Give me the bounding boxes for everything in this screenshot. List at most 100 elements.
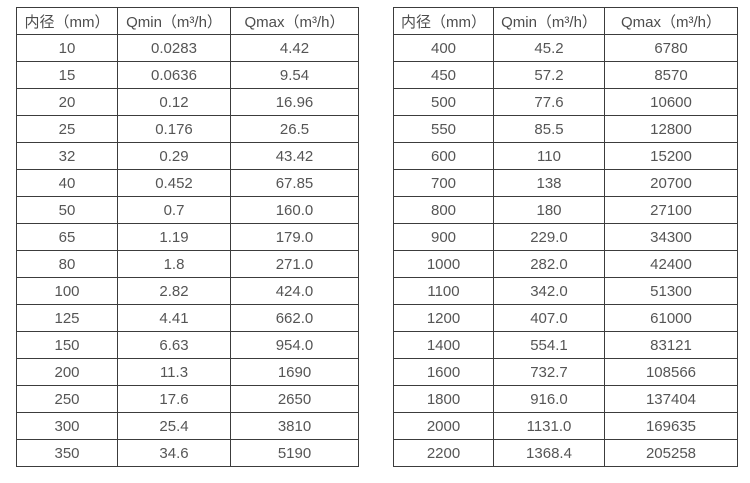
table-cell: 0.0283	[117, 34, 231, 62]
flow-table-large-diameters: 内径（mm） Qmin（m³/h） Qmax（m³/h） 400 45.2 6780…	[393, 7, 738, 467]
table-row: 40 0.452 67.85	[16, 169, 359, 197]
table-row: 450 57.2 8570	[393, 61, 738, 89]
table-cell: 9.54	[230, 61, 359, 89]
header-diameter: 内径（mm）	[393, 7, 494, 35]
table-row: 10 0.0283 4.42	[16, 34, 359, 62]
table-cell: 0.29	[117, 142, 231, 170]
header-diameter: 内径（mm）	[16, 7, 118, 35]
table-cell: 67.85	[230, 169, 359, 197]
table-cell: 282.0	[493, 250, 605, 278]
table-row: 1100 342.0 51300	[393, 277, 738, 305]
table-cell: 85.5	[493, 115, 605, 143]
table-cell: 500	[393, 88, 494, 116]
table-cell: 27100	[604, 196, 738, 224]
table-cell: 110	[493, 142, 605, 170]
table-cell: 229.0	[493, 223, 605, 251]
table-cell: 732.7	[493, 358, 605, 386]
table-cell: 1.19	[117, 223, 231, 251]
table-row: 50 0.7 160.0	[16, 196, 359, 224]
table-cell: 554.1	[493, 331, 605, 359]
table-cell: 1131.0	[493, 412, 605, 440]
table-cell: 43.42	[230, 142, 359, 170]
table-cell: 11.3	[117, 358, 231, 386]
table-cell: 916.0	[493, 385, 605, 413]
table-cell: 400	[393, 34, 494, 62]
table-cell: 954.0	[230, 331, 359, 359]
table-row: 80 1.8 271.0	[16, 250, 359, 278]
flow-rate-tables: 内径（mm） Qmin（m³/h） Qmax（m³/h） 10 0.0283 4.4…	[16, 7, 738, 467]
table-cell: 1000	[393, 250, 494, 278]
table-cell: 0.0636	[117, 61, 231, 89]
table-row: 1000 282.0 42400	[393, 250, 738, 278]
table-cell: 0.176	[117, 115, 231, 143]
table-cell: 65	[16, 223, 118, 251]
table-cell: 42400	[604, 250, 738, 278]
table-cell: 8570	[604, 61, 738, 89]
table-header-row: 内径（mm） Qmin（m³/h） Qmax（m³/h）	[393, 7, 738, 35]
table-row: 125 4.41 662.0	[16, 304, 359, 332]
table-cell: 12800	[604, 115, 738, 143]
table-row: 350 34.6 5190	[16, 439, 359, 467]
table-cell: 2650	[230, 385, 359, 413]
table-body: 10 0.0283 4.42 15 0.0636 9.54 20 0.12 16.96 25 0.1…	[16, 34, 359, 467]
table-cell: 1100	[393, 277, 494, 305]
table-cell: 20	[16, 88, 118, 116]
table-row: 200 11.3 1690	[16, 358, 359, 386]
table-cell: 179.0	[230, 223, 359, 251]
table-cell: 50	[16, 196, 118, 224]
table-cell: 138	[493, 169, 605, 197]
table-row: 1400 554.1 83121	[393, 331, 738, 359]
header-qmax: Qmax（m³/h）	[604, 7, 738, 35]
table-cell: 80	[16, 250, 118, 278]
table-cell: 125	[16, 304, 118, 332]
table-cell: 150	[16, 331, 118, 359]
table-row: 900 229.0 34300	[393, 223, 738, 251]
table-row: 20 0.12 16.96	[16, 88, 359, 116]
table-cell: 5190	[230, 439, 359, 467]
table-cell: 4.41	[117, 304, 231, 332]
table-cell: 250	[16, 385, 118, 413]
table-cell: 17.6	[117, 385, 231, 413]
table-row: 2000 1131.0 169635	[393, 412, 738, 440]
table-cell: 25	[16, 115, 118, 143]
table-cell: 205258	[604, 439, 738, 467]
header-qmax: Qmax（m³/h）	[230, 7, 359, 35]
table-cell: 32	[16, 142, 118, 170]
table-cell: 15	[16, 61, 118, 89]
table-cell: 2000	[393, 412, 494, 440]
table-row: 1600 732.7 108566	[393, 358, 738, 386]
table-cell: 271.0	[230, 250, 359, 278]
table-cell: 10600	[604, 88, 738, 116]
table-cell: 3810	[230, 412, 359, 440]
table-cell: 57.2	[493, 61, 605, 89]
table-cell: 300	[16, 412, 118, 440]
table-cell: 200	[16, 358, 118, 386]
table-cell: 108566	[604, 358, 738, 386]
table-cell: 83121	[604, 331, 738, 359]
table-cell: 61000	[604, 304, 738, 332]
table-cell: 550	[393, 115, 494, 143]
table-cell: 34300	[604, 223, 738, 251]
table-cell: 350	[16, 439, 118, 467]
table-row: 65 1.19 179.0	[16, 223, 359, 251]
table-row: 700 138 20700	[393, 169, 738, 197]
table-cell: 1690	[230, 358, 359, 386]
table-cell: 180	[493, 196, 605, 224]
table-cell: 2.82	[117, 277, 231, 305]
table-row: 2200 1368.4 205258	[393, 439, 738, 467]
table-row: 400 45.2 6780	[393, 34, 738, 62]
table-cell: 160.0	[230, 196, 359, 224]
table-row: 32 0.29 43.42	[16, 142, 359, 170]
table-cell: 424.0	[230, 277, 359, 305]
table-cell: 25.4	[117, 412, 231, 440]
table-row: 250 17.6 2650	[16, 385, 359, 413]
table-row: 600 110 15200	[393, 142, 738, 170]
table-cell: 700	[393, 169, 494, 197]
table-cell: 450	[393, 61, 494, 89]
table-cell: 0.12	[117, 88, 231, 116]
table-row: 150 6.63 954.0	[16, 331, 359, 359]
table-cell: 1800	[393, 385, 494, 413]
table-cell: 10	[16, 34, 118, 62]
table-row: 300 25.4 3810	[16, 412, 359, 440]
